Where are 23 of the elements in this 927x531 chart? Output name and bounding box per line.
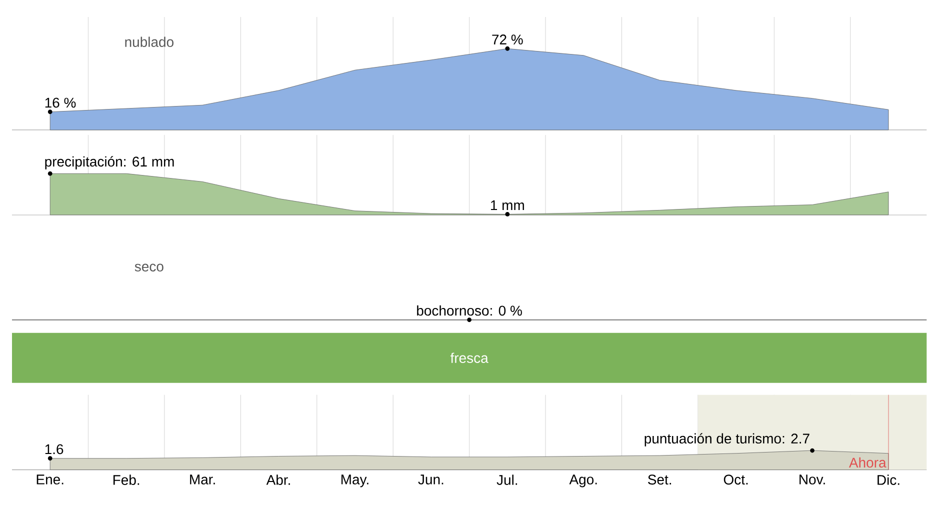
x-tick-label: Mar. [190, 474, 215, 485]
x-tick-label: Ago. [569, 474, 597, 488]
x-tick-label: Oct. [724, 474, 748, 485]
x-tick-label: Jul. [496, 474, 518, 486]
x-tick-label: Nov. [800, 474, 825, 485]
text: seco [134, 264, 164, 272]
x-tick-label: May. [341, 474, 368, 488]
data-label: 16 % [45, 98, 76, 108]
data-label: 1 mm [490, 200, 524, 210]
x-tick-label: Dic. [878, 474, 900, 486]
x-tick-label: Abr. [266, 474, 290, 486]
text: fresca [450, 352, 488, 364]
text: bochornoso: 0 % [417, 305, 522, 316]
x-tick-label: Feb. [113, 474, 140, 486]
text: nublado [125, 36, 174, 48]
x-tick-label: Set. [648, 474, 672, 485]
data-label: precipitación: 61 mm [45, 156, 174, 170]
x-tick-label: Ene. [36, 474, 64, 485]
ref-line-label: Ahora [848, 457, 886, 468]
data-label: puntuación de turismo: 2.7 [644, 433, 810, 446]
x-tick-label: Jun. [418, 474, 444, 485]
data-label: 72 % [492, 34, 523, 45]
data-label: 1.6 [45, 444, 64, 454]
